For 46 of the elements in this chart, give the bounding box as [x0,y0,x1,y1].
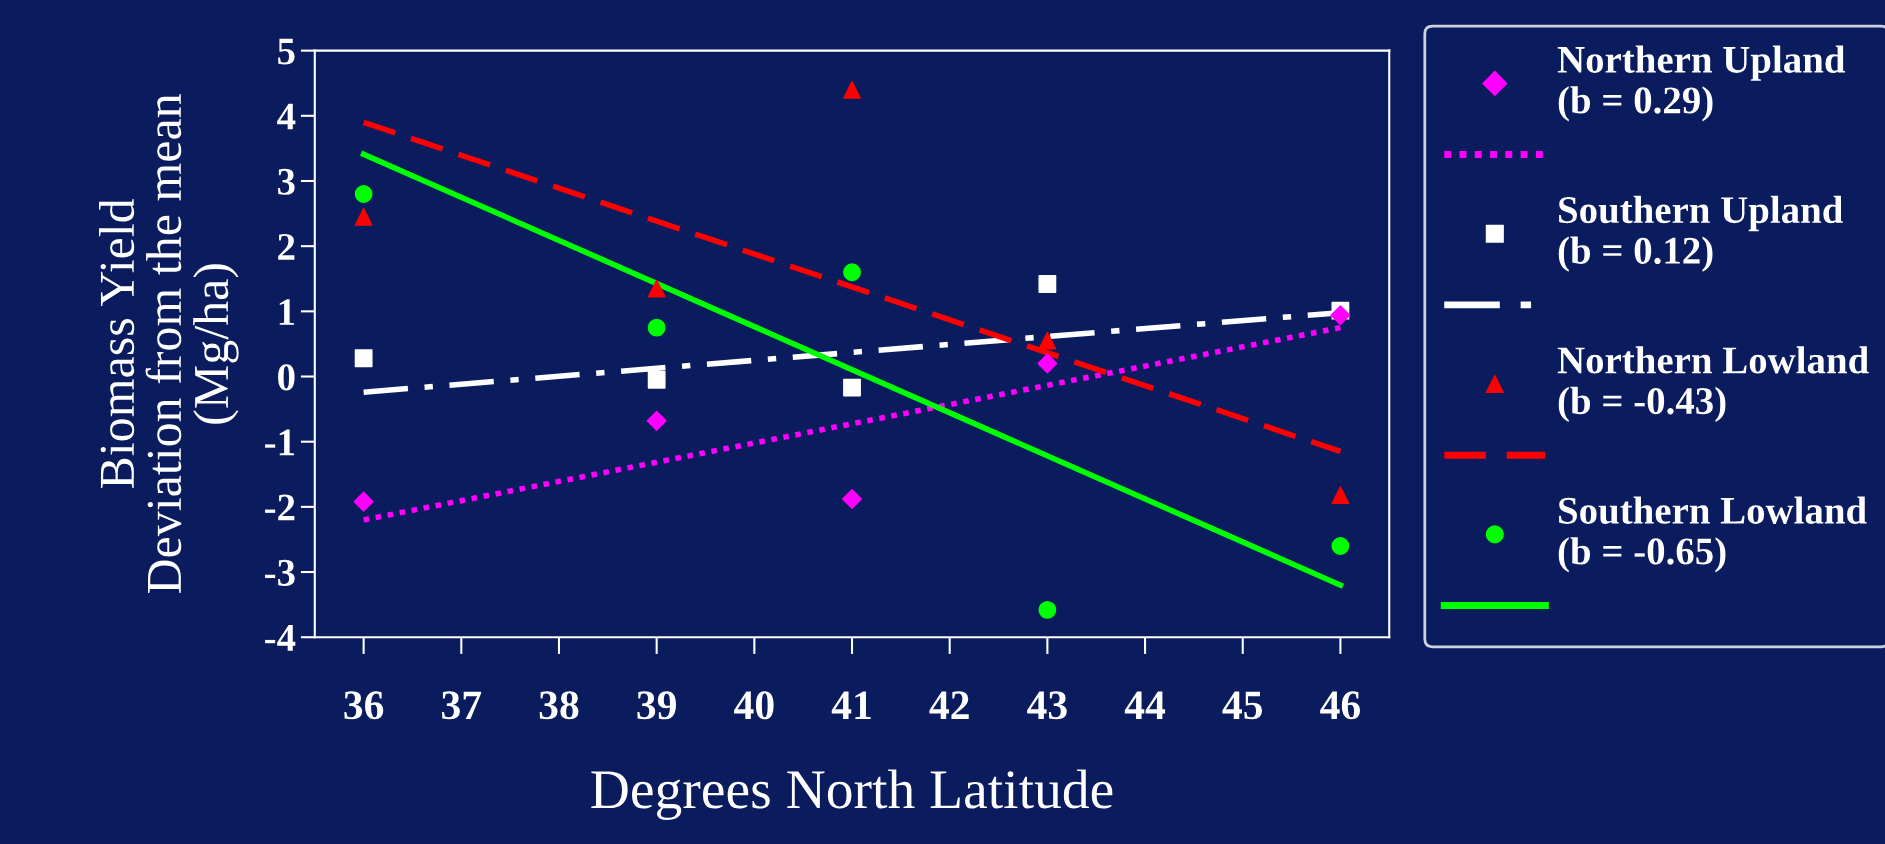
x-tick-label: 43 [1027,691,1067,720]
x-tick-label: 36 [344,691,384,720]
point [1331,486,1350,505]
y-tick-label: -1 [265,429,295,456]
y-tick-label: -2 [265,494,295,521]
legend-label: Northern Lowland (b = -0.43) [1557,346,1869,423]
x-tick-label: 46 [1320,691,1361,720]
point [647,318,666,337]
point [1331,537,1350,555]
x-tick-label: 41 [831,691,871,719]
y-tick-label: -4 [265,625,296,651]
x-tick-label: 38 [539,691,579,720]
point [843,263,861,282]
x-tick-label: 39 [637,691,676,720]
x-axis-title: Degrees North Latitude [591,769,1113,820]
point [354,349,373,368]
point [1038,600,1057,619]
point [1037,353,1058,374]
y-tick-label: 3 [278,168,295,195]
point [646,410,667,431]
y-tick-label: 0 [278,364,295,391]
x-tick-label: 42 [929,691,969,719]
x-tick-label: 44 [1124,691,1166,719]
point [354,185,373,203]
y-tick-label: 4 [277,103,296,130]
point [843,80,861,99]
point [647,279,666,298]
point [1330,305,1351,326]
y-tick-label: -3 [265,559,295,586]
x-tick-label: 37 [442,691,482,720]
point [353,491,374,512]
y-tick-label: 1 [279,299,295,325]
point [1038,331,1057,350]
point [647,370,666,389]
y-tick-label: 5 [278,38,295,65]
point [843,378,861,397]
y-tick-label: 2 [278,233,295,260]
x-tick-label: 45 [1222,691,1263,720]
legend-label: Southern Upland (b = 0.12) [1558,195,1843,272]
y-axis-title: Biomass Yield Deviation from the mean (Mg/ha) [99,94,239,594]
legend-label: Southern Lowland (b = -0.65) [1558,496,1867,573]
x-tick-label: 40 [734,691,774,720]
point [842,489,863,510]
point [354,207,373,226]
point [1038,275,1057,293]
legend-label: Northern Upland (b = 0.29) [1557,45,1846,122]
